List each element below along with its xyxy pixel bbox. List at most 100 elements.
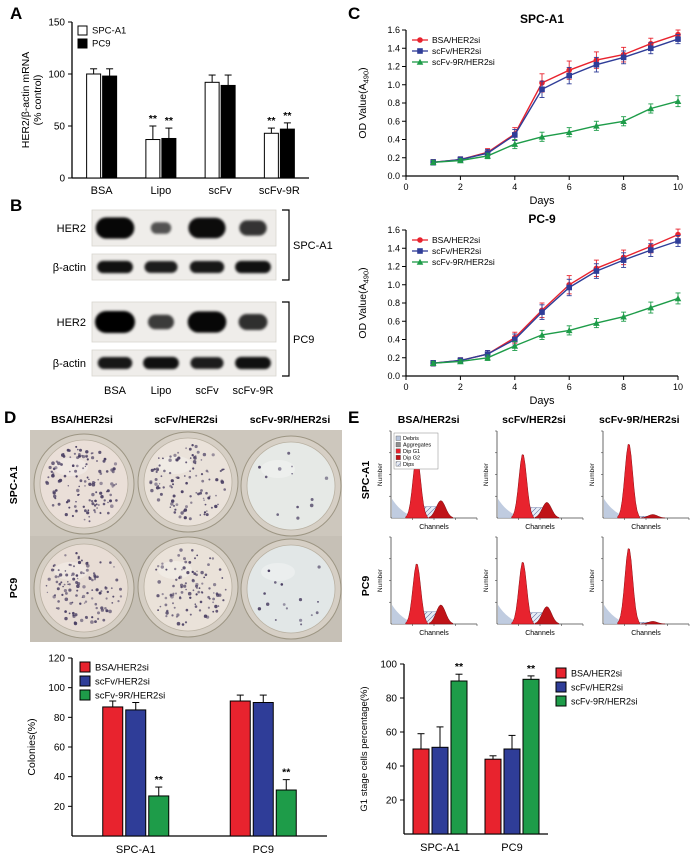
svg-text:**: ** [155, 774, 164, 786]
panel-c-label: C [348, 4, 361, 23]
svg-text:0.6: 0.6 [387, 316, 400, 326]
svg-text:Number: Number [483, 462, 490, 486]
panel-d-colonies-bar-chart: 20 40 60 80 100 120 Colonies(%) ** SPC-A1 ** PC9 BS… [26, 654, 327, 856]
svg-text:2: 2 [458, 382, 463, 392]
svg-text:Number: Number [377, 568, 384, 592]
svg-text:Channels: Channels [631, 524, 661, 531]
svg-text:Dips: Dips [403, 462, 414, 468]
panel-e-row-label-spca1: SPC-A1 [360, 460, 372, 500]
svg-text:**: ** [165, 115, 174, 127]
svg-text:BSA: BSA [91, 185, 114, 197]
panel-d-column-labels: BSA/HER2si scFv/HER2si scFv-9R/HER2si [30, 414, 342, 426]
svg-text:0.4: 0.4 [387, 135, 400, 145]
panel-d-colony-photos [30, 430, 342, 642]
svg-text:6: 6 [567, 382, 572, 392]
svg-text:**: ** [283, 110, 292, 122]
svg-text:Lipo: Lipo [151, 385, 172, 397]
svg-text:50: 50 [54, 122, 66, 133]
svg-text:**: ** [455, 661, 464, 673]
svg-text:150: 150 [48, 18, 65, 29]
svg-text:PC-9: PC-9 [528, 212, 556, 226]
svg-text:SPC-A1: SPC-A1 [420, 842, 460, 854]
svg-text:PC9: PC9 [92, 39, 110, 50]
svg-text:0.4: 0.4 [387, 335, 400, 345]
svg-text:scFv-9R: scFv-9R [259, 185, 300, 197]
svg-text:Channels: Channels [525, 524, 555, 531]
svg-text:1.4: 1.4 [387, 43, 400, 53]
svg-text:scFv-9R/HER2si: scFv-9R/HER2si [95, 691, 165, 702]
svg-text:60: 60 [54, 743, 66, 754]
svg-text:Aggregates: Aggregates [403, 443, 431, 449]
svg-text:80: 80 [54, 713, 66, 724]
svg-text:20: 20 [54, 802, 66, 813]
svg-text:20: 20 [386, 796, 398, 807]
svg-text:10: 10 [673, 182, 683, 192]
svg-text:BSA/HER2si: BSA/HER2si [571, 669, 622, 679]
svg-text:SPC-A1: SPC-A1 [92, 26, 126, 37]
svg-text:Number: Number [589, 462, 596, 486]
svg-text:**: ** [282, 767, 291, 779]
svg-text:0: 0 [59, 174, 65, 185]
svg-text:**: ** [527, 663, 536, 675]
panel-d-col-header-bsa: BSA/HER2si [51, 414, 113, 426]
svg-text:scFv-9R: scFv-9R [233, 385, 274, 397]
svg-text:100: 100 [380, 660, 397, 671]
svg-text:β-actin: β-actin [53, 358, 86, 370]
svg-text:scFv: scFv [209, 185, 233, 197]
svg-text:0.0: 0.0 [387, 371, 400, 381]
svg-text:scFv/HER2si: scFv/HER2si [95, 677, 150, 688]
svg-text:scFv/HER2si: scFv/HER2si [432, 46, 481, 56]
svg-text:G1 stage cells percentage(%): G1 stage cells percentage(%) [359, 686, 370, 811]
panel-d-col-header-scfv: scFv/HER2si [154, 414, 218, 426]
svg-text:Days: Days [529, 195, 555, 207]
panel-e-row-label-pc9: PC9 [360, 575, 372, 597]
flow-plot-pc9-bsa: Number Channels [377, 536, 478, 637]
panel-c-growth-curve-spca1: SPC-A1 0.0 0.2 0.4 0.6 0.8 1.0 1.2 1.4 1.6 0 2 4 6 8 10… [357, 12, 683, 207]
svg-text:1.4: 1.4 [387, 243, 400, 253]
svg-text:OD Value(A490): OD Value(A490) [357, 267, 371, 338]
svg-text:0.6: 0.6 [387, 116, 400, 126]
svg-text:1.2: 1.2 [387, 262, 400, 272]
svg-text:SPC-A1: SPC-A1 [293, 240, 333, 252]
svg-text:100: 100 [48, 70, 65, 81]
svg-text:BSA/HER2si: BSA/HER2si [432, 35, 480, 45]
svg-text:HER2/β-actin mRNA: HER2/β-actin mRNA [20, 52, 32, 148]
svg-text:scFv/HER2si: scFv/HER2si [571, 683, 623, 693]
svg-text:Number: Number [589, 568, 596, 592]
svg-text:(% control): (% control) [32, 75, 44, 126]
svg-text:2: 2 [458, 182, 463, 192]
svg-text:scFv-9R/HER2si: scFv-9R/HER2si [432, 57, 495, 67]
panel-d-col-header-scfv9r: scFv-9R/HER2si [249, 414, 331, 426]
svg-text:**: ** [149, 113, 158, 125]
svg-text:0.2: 0.2 [387, 153, 400, 163]
svg-text:0.0: 0.0 [387, 171, 400, 181]
svg-text:8: 8 [621, 182, 626, 192]
svg-text:PC9: PC9 [293, 334, 314, 346]
panel-e-col-header-scfv: scFv/HER2si [502, 414, 566, 426]
svg-text:Channels: Channels [631, 630, 661, 637]
flow-plot-pc9-scfv: Number Channels [483, 536, 584, 637]
svg-text:40: 40 [386, 762, 398, 773]
svg-text:Dip G2: Dip G2 [403, 455, 420, 461]
panel-d-row-label-pc9: PC9 [8, 577, 20, 599]
svg-text:1.0: 1.0 [387, 80, 400, 90]
svg-text:1.6: 1.6 [387, 225, 400, 235]
svg-text:Number: Number [483, 568, 490, 592]
svg-text:1.6: 1.6 [387, 25, 400, 35]
svg-text:scFv/HER2si: scFv/HER2si [432, 246, 481, 256]
panel-e-col-header-scfv9r: scFv-9R/HER2si [599, 414, 680, 426]
svg-text:Days: Days [529, 395, 555, 407]
svg-text:HER2: HER2 [57, 223, 86, 235]
svg-text:0.8: 0.8 [387, 98, 400, 108]
svg-text:4: 4 [512, 182, 517, 192]
svg-text:Number: Number [377, 462, 384, 486]
svg-text:0: 0 [403, 382, 408, 392]
svg-text:1.2: 1.2 [387, 62, 400, 72]
svg-text:0: 0 [403, 182, 408, 192]
svg-text:β-actin: β-actin [53, 262, 86, 274]
svg-text:Channels: Channels [525, 630, 555, 637]
svg-text:0.8: 0.8 [387, 298, 400, 308]
flow-plot-spca1-scfv9r: Number Channels [589, 430, 690, 531]
panel-d-label: D [4, 408, 17, 427]
